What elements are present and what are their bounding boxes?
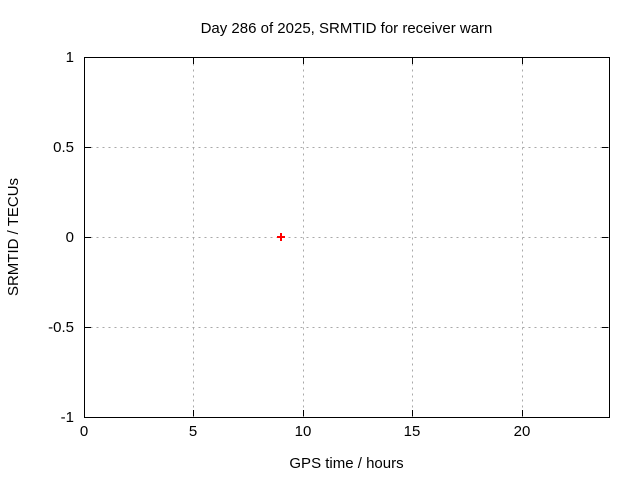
x-tick-label: 5 — [189, 423, 197, 440]
x-tick-label: 15 — [404, 423, 421, 440]
y-tick-label: 0 — [66, 229, 74, 246]
x-tick-label: 10 — [295, 423, 312, 440]
x-axis-title: GPS time / hours — [289, 455, 404, 472]
y-tick-label: -0.5 — [48, 319, 74, 336]
chart-title: Day 286 of 2025, SRMTID for receiver war… — [200, 20, 493, 37]
x-tick-label: 0 — [80, 423, 88, 440]
x-tick-label: 20 — [514, 423, 531, 440]
y-tick-label: 1 — [66, 49, 74, 66]
y-tick-label: 0.5 — [53, 139, 74, 156]
y-tick-label: -1 — [61, 409, 74, 426]
